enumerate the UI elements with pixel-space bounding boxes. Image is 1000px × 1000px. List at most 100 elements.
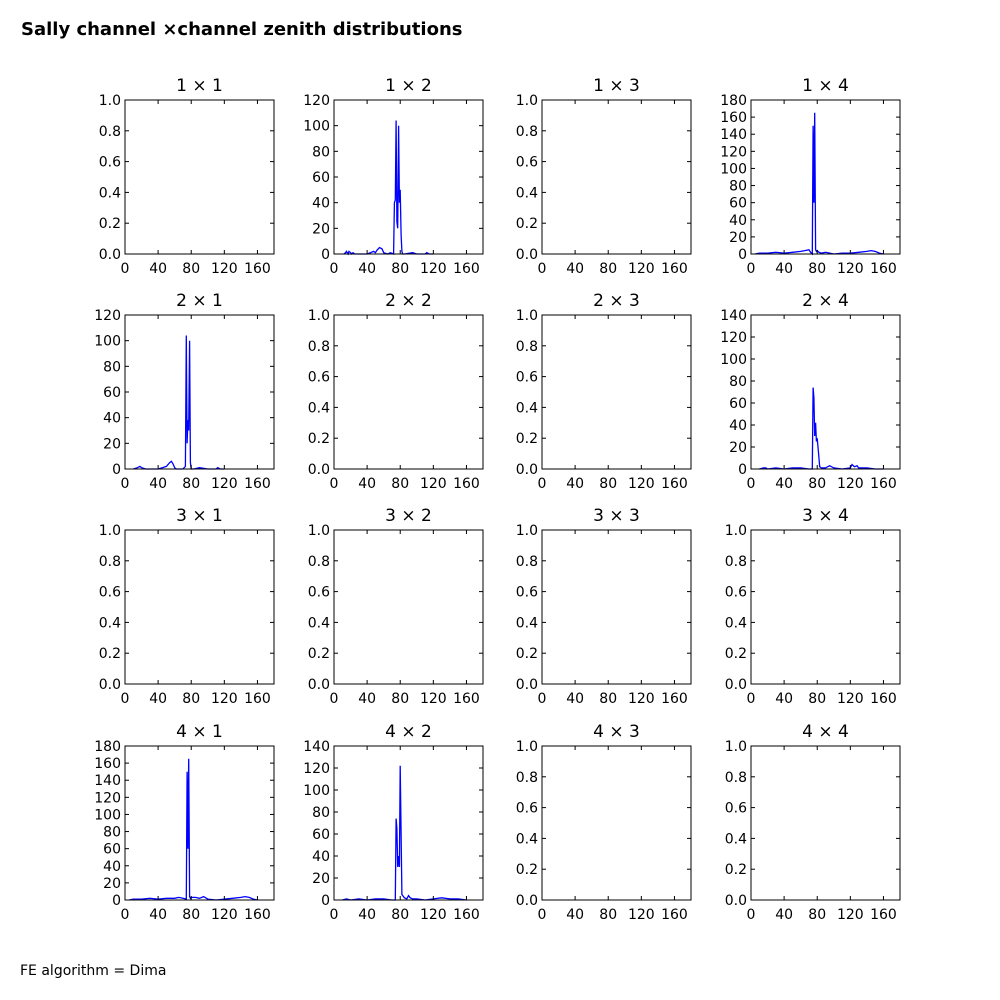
x-tick-label: 80 <box>391 907 409 923</box>
y-tick-label: 140 <box>303 739 330 755</box>
y-tick-label: 60 <box>729 396 747 412</box>
y-tick-label: 0.4 <box>516 615 538 631</box>
y-tick-label: 0.4 <box>516 400 538 416</box>
panel-title: 3 × 1 <box>176 506 223 526</box>
x-tick-label: 80 <box>391 261 409 277</box>
y-tick-label: 0.8 <box>308 554 330 570</box>
x-tick-label: 40 <box>566 691 584 707</box>
x-tick-label: 160 <box>453 691 480 707</box>
y-tick-label: 0 <box>112 893 121 909</box>
y-tick-label: 160 <box>720 110 747 126</box>
y-tick-label: 180 <box>94 739 121 755</box>
x-tick-label: 80 <box>599 261 617 277</box>
axes-frame <box>124 745 275 901</box>
panel-title: 3 × 4 <box>802 506 849 526</box>
x-tick-label: 40 <box>149 261 167 277</box>
axes-frame <box>333 99 484 255</box>
y-tick-label: 0.8 <box>725 554 747 570</box>
y-tick-label: 0.2 <box>99 216 121 232</box>
y-tick-label: 0.4 <box>308 615 330 631</box>
panel-title: 4 × 3 <box>593 722 640 742</box>
series-line <box>343 120 434 256</box>
y-tick-label: 0.0 <box>516 677 538 693</box>
panel-title: 1 × 3 <box>593 76 640 96</box>
x-tick-label: 0 <box>121 907 130 923</box>
x-tick-label: 0 <box>330 691 339 707</box>
y-tick-label: 80 <box>103 825 121 841</box>
figure-title: Sally channel ×channel zenith distributi… <box>21 19 463 40</box>
y-tick-label: 0.8 <box>516 339 538 355</box>
x-tick-label: 80 <box>808 691 826 707</box>
subplot-3x4: 3 × 4 0 40 80 120 160 0.0 0.2 0.4 0.6 0.8 1.0 <box>725 506 901 707</box>
panel-title: 2 × 1 <box>176 291 223 311</box>
x-tick-label: 80 <box>391 476 409 492</box>
y-tick-label: 20 <box>312 871 330 887</box>
x-tick-label: 160 <box>453 261 480 277</box>
subplot-1x1: 1 × 1 0 40 80 120 160 0.0 0.2 0.4 0.6 0.8 1.0 <box>99 76 275 277</box>
series-line <box>342 765 467 901</box>
x-tick-label: 80 <box>808 476 826 492</box>
x-tick-label: 120 <box>837 907 864 923</box>
x-tick-label: 40 <box>775 907 793 923</box>
x-tick-label: 160 <box>453 907 480 923</box>
y-tick-label: 0.6 <box>308 370 330 386</box>
x-tick-label: 80 <box>808 907 826 923</box>
y-tick-label: 0.2 <box>725 862 747 878</box>
x-tick-label: 80 <box>391 691 409 707</box>
subplot-4x3: 4 × 3 0 40 80 120 160 0.0 0.2 0.4 0.6 0.8 1.0 <box>516 722 692 923</box>
y-tick-label: 60 <box>103 385 121 401</box>
y-tick-label: 40 <box>103 411 121 427</box>
x-tick-label: 160 <box>661 907 688 923</box>
y-tick-label: 0.0 <box>99 677 121 693</box>
y-tick-label: 0.6 <box>308 585 330 601</box>
subplot-1x3: 1 × 3 0 40 80 120 160 0.0 0.2 0.4 0.6 0.8 1.0 <box>516 76 692 277</box>
y-tick-label: 100 <box>94 807 121 823</box>
x-tick-label: 40 <box>149 907 167 923</box>
axes-frame <box>541 529 692 685</box>
x-tick-label: 0 <box>121 476 130 492</box>
x-tick-label: 40 <box>566 476 584 492</box>
y-tick-label: 0.2 <box>516 216 538 232</box>
x-tick-label: 120 <box>837 261 864 277</box>
subplot-3x1: 3 × 1 0 40 80 120 160 0.0 0.2 0.4 0.6 0.8 1.0 <box>99 506 275 707</box>
x-tick-label: 80 <box>599 691 617 707</box>
x-tick-label: 160 <box>244 261 271 277</box>
panel-title: 2 × 4 <box>802 291 849 311</box>
x-tick-label: 0 <box>330 261 339 277</box>
y-tick-label: 0 <box>321 893 330 909</box>
axes-frame <box>333 745 484 901</box>
y-tick-label: 40 <box>312 196 330 212</box>
x-tick-label: 40 <box>149 476 167 492</box>
subplot-4x2: 4 × 2 0 40 80 120 160 0 20 40 60 80 100 120 140 <box>303 722 484 923</box>
x-tick-label: 40 <box>566 261 584 277</box>
y-tick-label: 80 <box>729 374 747 390</box>
y-tick-label: 40 <box>312 849 330 865</box>
y-tick-label: 0.4 <box>99 185 121 201</box>
axes-frame <box>124 314 275 470</box>
panel-title: 2 × 2 <box>385 291 432 311</box>
x-tick-label: 0 <box>538 907 547 923</box>
x-tick-label: 160 <box>870 691 897 707</box>
y-tick-label: 80 <box>103 359 121 375</box>
y-tick-label: 0.0 <box>516 247 538 263</box>
y-tick-label: 20 <box>729 230 747 246</box>
y-tick-label: 60 <box>729 196 747 212</box>
subplot-1x2: 1 × 2 0 40 80 120 160 0 20 40 60 80 100 120 <box>303 76 484 277</box>
y-tick-label: 0.4 <box>725 831 747 847</box>
y-tick-label: 0.0 <box>725 677 747 693</box>
axes-frame <box>333 314 484 470</box>
y-tick-label: 1.0 <box>99 93 121 109</box>
y-tick-label: 100 <box>720 352 747 368</box>
panel-title: 3 × 3 <box>593 506 640 526</box>
x-tick-label: 40 <box>775 691 793 707</box>
y-tick-label: 80 <box>312 144 330 160</box>
x-tick-label: 80 <box>808 261 826 277</box>
y-tick-label: 120 <box>720 330 747 346</box>
y-tick-label: 0.6 <box>99 155 121 171</box>
axes-frame <box>750 314 901 470</box>
y-tick-label: 1.0 <box>516 739 538 755</box>
y-tick-label: 0.2 <box>725 646 747 662</box>
y-tick-label: 1.0 <box>308 308 330 324</box>
y-tick-label: 100 <box>720 161 747 177</box>
